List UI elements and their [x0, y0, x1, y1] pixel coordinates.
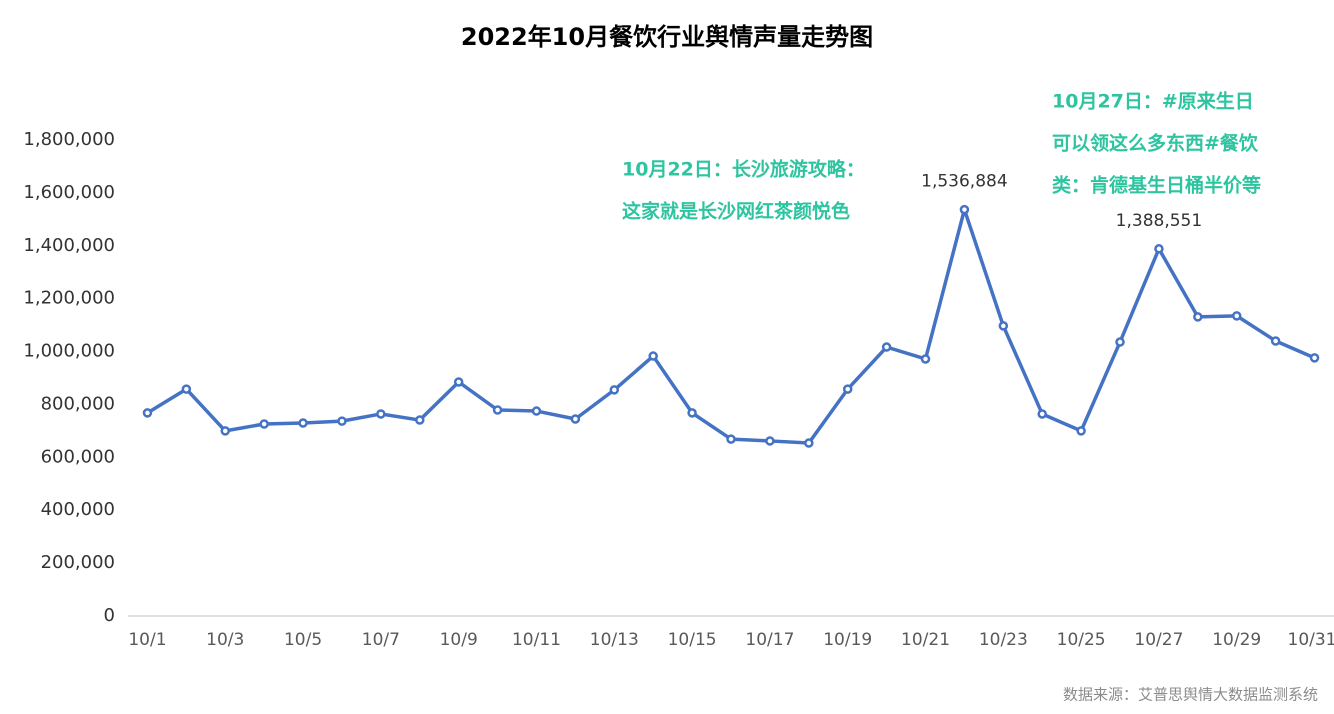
data-point	[181, 384, 192, 394]
y-tick-label: 1,600,000	[23, 182, 115, 203]
data-point	[453, 377, 464, 387]
data-point	[1193, 312, 1203, 322]
x-tick-label: 10/29	[1212, 630, 1261, 650]
x-tick-label: 10/19	[823, 630, 872, 650]
data-point	[687, 408, 697, 418]
data-point	[765, 436, 775, 446]
data-point	[1115, 337, 1125, 347]
data-point	[142, 408, 153, 418]
data-point	[415, 415, 425, 425]
x-tick-label: 10/31	[1288, 630, 1334, 650]
x-tick-label: 10/3	[206, 630, 244, 650]
x-tick-label: 10/11	[512, 630, 561, 650]
data-point	[804, 438, 814, 448]
y-tick-label: 1,200,000	[23, 288, 115, 309]
data-point	[259, 419, 269, 429]
data-point	[998, 321, 1009, 331]
annotation: 10月22日：长沙旅游攻略：	[622, 158, 865, 181]
x-tick-label: 10/15	[668, 630, 717, 650]
x-tick-label: 10/25	[1057, 630, 1106, 650]
annotation: 可以领这么多东西#餐饮	[1052, 132, 1259, 155]
annotation: 这家就是长沙网红茶颜悦色	[622, 200, 850, 223]
x-tick-label: 10/9	[440, 630, 478, 650]
data-point	[959, 204, 970, 215]
data-point	[220, 426, 231, 436]
x-tick-label: 10/17	[745, 630, 794, 650]
value-label: 1,536,884	[921, 172, 1008, 192]
data-point	[376, 409, 386, 419]
y-tick-label: 600,000	[41, 446, 115, 467]
x-tick-label: 10/7	[362, 630, 400, 650]
x-tick-label: 10/27	[1134, 630, 1183, 650]
data-point	[920, 354, 931, 364]
source-note: 数据来源：艾普思舆情大数据监测系统	[1063, 686, 1318, 704]
y-tick-label: 1,000,000	[23, 341, 115, 362]
data-line	[146, 207, 1316, 445]
data-point	[1270, 336, 1281, 346]
x-tick-label: 10/21	[901, 630, 950, 650]
data-point	[492, 405, 503, 415]
y-tick-label: 400,000	[41, 499, 115, 520]
x-tick-label: 10/5	[284, 630, 322, 650]
annotation: 类：肯德基生日桶半价等	[1052, 174, 1261, 197]
data-point	[1037, 409, 1047, 419]
annotation: 10月27日：#原来生日	[1052, 90, 1254, 113]
data-point	[1154, 244, 1164, 254]
x-tick-label: 10/1	[128, 630, 166, 650]
data-point	[570, 414, 581, 424]
data-point	[726, 434, 736, 444]
y-tick-label: 1,800,000	[23, 129, 115, 150]
data-point	[609, 385, 620, 395]
data-point	[881, 342, 892, 352]
data-point	[1076, 426, 1086, 436]
data-point	[1309, 353, 1320, 363]
value-label: 1,388,551	[1116, 211, 1203, 231]
data-point	[1231, 311, 1242, 321]
data-point	[531, 406, 542, 416]
data-point	[298, 418, 308, 428]
chart-title: 2022年10月餐饮行业舆情声量走势图	[461, 23, 873, 51]
data-point	[337, 416, 347, 426]
y-tick-label: 1,400,000	[23, 235, 115, 256]
x-tick-label: 10/13	[590, 630, 639, 650]
y-tick-label: 200,000	[41, 552, 115, 573]
y-tick-label: 0	[104, 605, 115, 626]
x-tick-label: 10/23	[979, 630, 1028, 650]
y-tick-label: 800,000	[41, 393, 115, 414]
data-point	[648, 351, 658, 361]
data-point	[842, 384, 853, 394]
